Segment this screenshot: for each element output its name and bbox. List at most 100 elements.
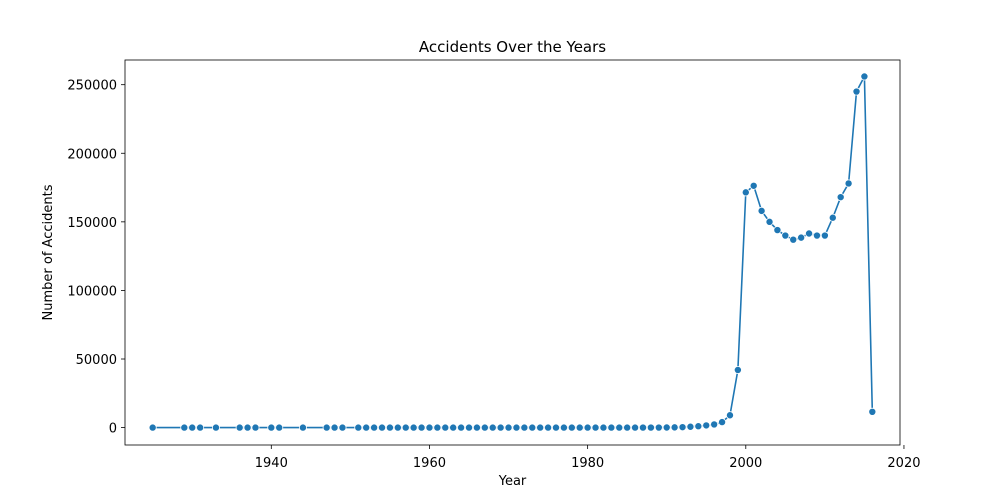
data-point bbox=[512, 423, 521, 432]
data-point bbox=[330, 423, 339, 432]
data-point bbox=[480, 423, 489, 432]
x-tick-label: 2020 bbox=[887, 456, 920, 471]
data-point bbox=[868, 407, 877, 416]
data-point bbox=[852, 87, 861, 96]
data-point bbox=[710, 420, 719, 429]
plot-frame bbox=[124, 59, 901, 446]
data-point bbox=[583, 423, 592, 432]
data-point bbox=[433, 423, 442, 432]
data-point bbox=[591, 423, 600, 432]
y-tick-label: 200000 bbox=[67, 147, 117, 162]
data-point bbox=[733, 365, 742, 374]
data-point bbox=[267, 423, 276, 432]
data-point bbox=[749, 181, 758, 190]
data-point bbox=[607, 423, 616, 432]
y-tick-label: 250000 bbox=[67, 79, 117, 94]
data-point bbox=[211, 423, 220, 432]
data-point bbox=[378, 423, 387, 432]
data-point bbox=[599, 423, 608, 432]
data-point bbox=[441, 423, 450, 432]
chart-title: Accidents Over the Years bbox=[419, 38, 606, 56]
x-tick-label: 1940 bbox=[255, 456, 288, 471]
data-point bbox=[322, 423, 331, 432]
data-point bbox=[472, 423, 481, 432]
data-point bbox=[725, 411, 734, 420]
data-point bbox=[646, 423, 655, 432]
data-point bbox=[457, 423, 466, 432]
data-point bbox=[575, 423, 584, 432]
data-point bbox=[401, 423, 410, 432]
plot-area bbox=[124, 59, 901, 446]
data-point bbox=[781, 231, 790, 240]
data-point bbox=[670, 423, 679, 432]
data-point bbox=[805, 229, 814, 238]
data-point bbox=[393, 423, 402, 432]
data-point bbox=[559, 423, 568, 432]
data-point bbox=[196, 423, 205, 432]
data-point bbox=[812, 231, 821, 240]
data-point bbox=[409, 423, 418, 432]
y-tick-label: 0 bbox=[109, 422, 117, 437]
data-point bbox=[615, 423, 624, 432]
x-tick-label: 1960 bbox=[413, 456, 446, 471]
data-point bbox=[275, 423, 284, 432]
data-point bbox=[188, 423, 197, 432]
y-tick-label: 100000 bbox=[67, 284, 117, 299]
data-point bbox=[235, 423, 244, 432]
data-point bbox=[528, 423, 537, 432]
data-point bbox=[180, 423, 189, 432]
data-point bbox=[694, 422, 703, 431]
data-point bbox=[425, 423, 434, 432]
x-axis-label: Year bbox=[498, 474, 527, 489]
data-point bbox=[251, 423, 260, 432]
data-point bbox=[757, 206, 766, 215]
data-point bbox=[741, 188, 750, 197]
data-point bbox=[362, 423, 371, 432]
data-point bbox=[623, 423, 632, 432]
data-point bbox=[338, 423, 347, 432]
data-point bbox=[551, 423, 560, 432]
y-tick-label: 50000 bbox=[76, 353, 117, 368]
x-axis: 1940 1960 1980 2000 2020 bbox=[255, 445, 921, 471]
data-point bbox=[654, 423, 663, 432]
data-point bbox=[465, 423, 474, 432]
data-point bbox=[686, 422, 695, 431]
data-point bbox=[488, 423, 497, 432]
data-point bbox=[678, 423, 687, 432]
data-point bbox=[718, 418, 727, 427]
data-point bbox=[148, 423, 157, 432]
data-point bbox=[860, 72, 869, 81]
data-point bbox=[544, 423, 553, 432]
data-point bbox=[702, 421, 711, 430]
data-point bbox=[496, 423, 505, 432]
data-point bbox=[417, 423, 426, 432]
data-point bbox=[520, 423, 529, 432]
data-point bbox=[298, 423, 307, 432]
data-point bbox=[844, 179, 853, 188]
data-point bbox=[773, 226, 782, 235]
y-tick-label: 150000 bbox=[67, 216, 117, 231]
data-point bbox=[836, 193, 845, 202]
data-point bbox=[638, 423, 647, 432]
x-tick-label: 1980 bbox=[571, 456, 604, 471]
y-axis-label: Number of Accidents bbox=[41, 184, 56, 320]
data-point bbox=[765, 217, 774, 226]
data-point bbox=[504, 423, 513, 432]
data-point bbox=[536, 423, 545, 432]
data-point bbox=[385, 423, 394, 432]
data-point bbox=[828, 213, 837, 222]
data-point bbox=[820, 231, 829, 240]
data-point bbox=[797, 233, 806, 242]
data-point bbox=[243, 423, 252, 432]
data-point bbox=[354, 423, 363, 432]
data-point bbox=[370, 423, 379, 432]
data-point bbox=[449, 423, 458, 432]
data-point bbox=[789, 235, 798, 244]
data-point bbox=[631, 423, 640, 432]
series-layer bbox=[148, 72, 877, 432]
x-tick-label: 2000 bbox=[729, 456, 762, 471]
data-point bbox=[662, 423, 671, 432]
data-point bbox=[567, 423, 576, 432]
